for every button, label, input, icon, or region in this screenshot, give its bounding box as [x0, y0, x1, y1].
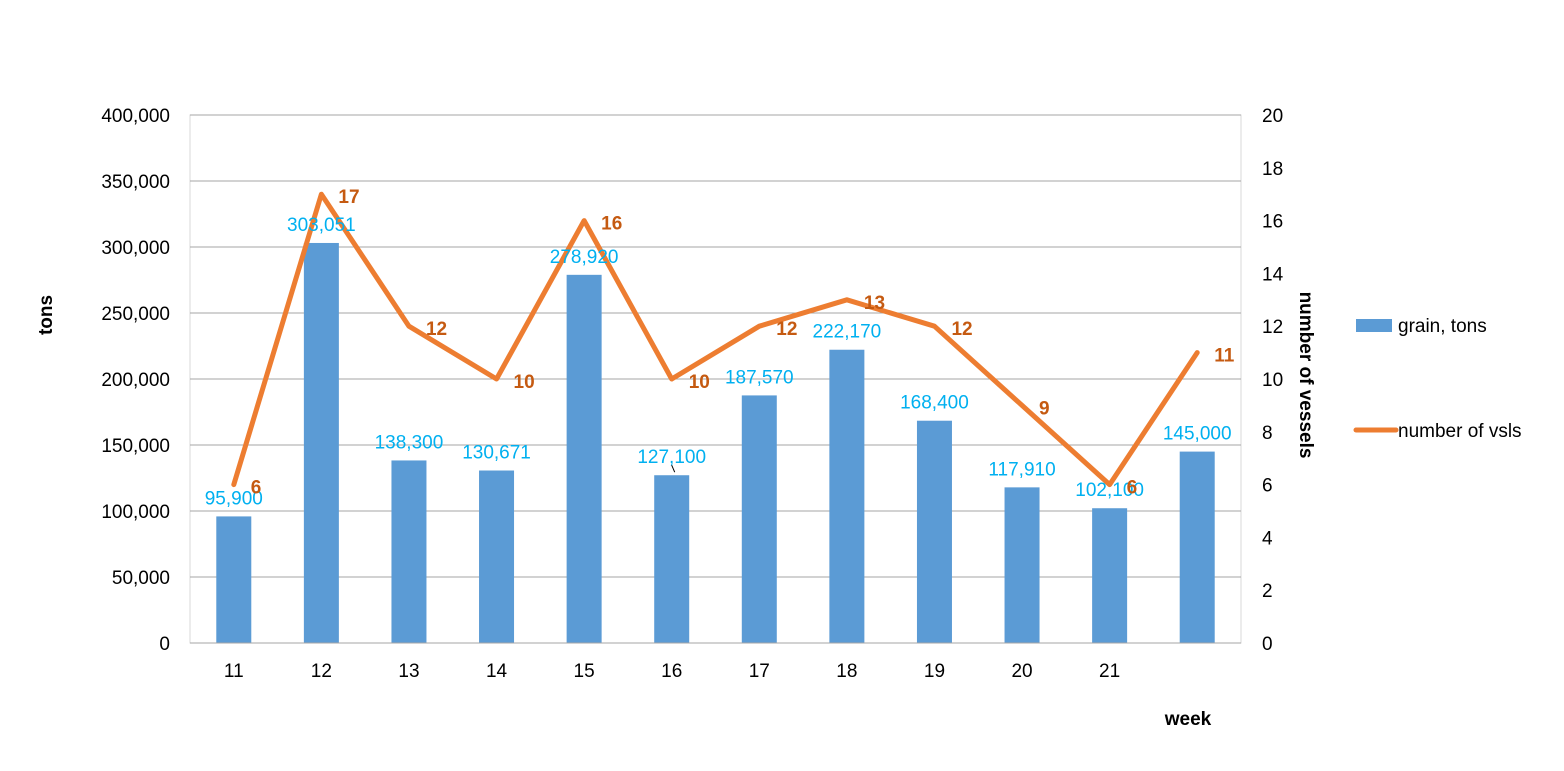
bar-value-label: 127,100	[637, 447, 706, 468]
y-tick-label: 250,000	[101, 304, 170, 325]
bar-value-label: 95,900	[205, 488, 263, 509]
line-value-label: 12	[776, 319, 797, 340]
y-tick-label: 150,000	[101, 436, 170, 457]
line-value-label: 10	[689, 372, 710, 393]
y-tick-label: 0	[159, 634, 170, 655]
data-labels: 95,900 303,051 138,300 130,671 278,920 127,10…	[205, 187, 1235, 509]
y2-axis-title: number of vessels	[1295, 292, 1316, 459]
bar-value-label: 102,100	[1075, 480, 1144, 501]
bar	[566, 274, 602, 643]
axes: 0 50,000 100,000 150,000 200,000 250,000 300,0…	[101, 106, 1283, 682]
x-tick-label: 14	[486, 661, 508, 682]
legend: grain, tons number of vsls	[1353, 316, 1522, 442]
line-point	[670, 377, 674, 381]
bar	[303, 242, 339, 643]
y2-tick-label: 8	[1262, 423, 1273, 444]
line-value-label: 12	[426, 319, 447, 340]
y2-tick-label: 18	[1262, 159, 1283, 180]
x-tick-label: 13	[398, 661, 419, 682]
bar	[829, 349, 865, 643]
bar	[916, 420, 952, 643]
x-tick-label: 12	[311, 661, 332, 682]
line-series	[231, 191, 1200, 488]
bar	[1004, 487, 1040, 643]
y2-tick-label: 12	[1262, 317, 1283, 338]
x-tick-label: 16	[661, 661, 682, 682]
line-value-label: 9	[1039, 398, 1050, 419]
x-axis-title: week	[1164, 709, 1212, 730]
y2-tick-label: 16	[1262, 212, 1283, 233]
line-point	[757, 324, 761, 328]
legend-label-grain: grain, tons	[1398, 316, 1487, 337]
bar	[1179, 451, 1215, 643]
line-point	[407, 324, 411, 328]
line-point	[845, 298, 849, 302]
bar-value-label: 303,051	[287, 215, 356, 236]
line-point	[495, 377, 499, 381]
legend-swatch-grain	[1356, 319, 1392, 332]
bar	[1092, 508, 1128, 643]
line-value-label: 13	[864, 293, 885, 314]
line-point	[1108, 483, 1112, 487]
line-value-label: 17	[338, 187, 359, 208]
y-tick-label: 100,000	[101, 502, 170, 523]
bar	[216, 516, 252, 643]
bar-value-label: 222,170	[813, 322, 882, 343]
line-value-label: 11	[1214, 346, 1235, 367]
y-tick-label: 350,000	[101, 172, 170, 193]
y-tick-label: 200,000	[101, 370, 170, 391]
x-tick-label: 21	[1099, 661, 1120, 682]
y2-tick-label: 6	[1262, 476, 1273, 497]
bar-series	[216, 242, 1215, 643]
y-tick-label: 300,000	[101, 238, 170, 259]
line-path	[231, 191, 1200, 488]
y2-tick-label: 14	[1262, 264, 1284, 285]
x-tick-label: 19	[924, 661, 945, 682]
bar-value-label: 145,000	[1163, 424, 1232, 445]
bar-value-label: 187,570	[725, 367, 794, 388]
x-tick-label: 15	[574, 661, 595, 682]
x-tick-label: 20	[1011, 661, 1032, 682]
line-point	[1195, 351, 1199, 355]
bar-value-label: 117,910	[988, 459, 1055, 480]
bar-value-label: 130,671	[462, 443, 531, 464]
y-axis-title: tons	[36, 295, 57, 335]
line-point	[582, 219, 586, 223]
y-tick-label: 400,000	[101, 106, 170, 127]
bar-value-label: 138,300	[375, 432, 444, 453]
bar	[654, 475, 690, 643]
line-point	[232, 483, 236, 487]
line-value-label: 10	[514, 372, 535, 393]
label-leader-line	[671, 465, 676, 473]
line-value-label: 16	[601, 214, 622, 235]
x-tick-label: 17	[749, 661, 770, 682]
line-point	[319, 192, 323, 196]
bar-value-label: 168,400	[900, 393, 969, 414]
y2-tick-label: 0	[1262, 634, 1273, 655]
line-value-label: 6	[1127, 478, 1138, 499]
bar	[391, 460, 427, 643]
y2-tick-label: 2	[1262, 581, 1273, 602]
bar-value-label: 278,920	[550, 247, 619, 268]
bar	[479, 470, 515, 643]
bar	[741, 395, 777, 643]
legend-label-vessels: number of vsls	[1398, 421, 1522, 442]
x-tick-label: 18	[836, 661, 857, 682]
line-point	[932, 324, 936, 328]
y2-tick-label: 20	[1262, 106, 1283, 127]
y-tick-label: 50,000	[112, 568, 170, 589]
line-point	[1020, 403, 1024, 407]
x-tick-label: 11	[224, 661, 244, 682]
y2-tick-label: 10	[1262, 370, 1283, 391]
y2-tick-label: 4	[1262, 528, 1273, 549]
line-value-label: 12	[951, 319, 972, 340]
line-value-label: 6	[251, 478, 262, 499]
